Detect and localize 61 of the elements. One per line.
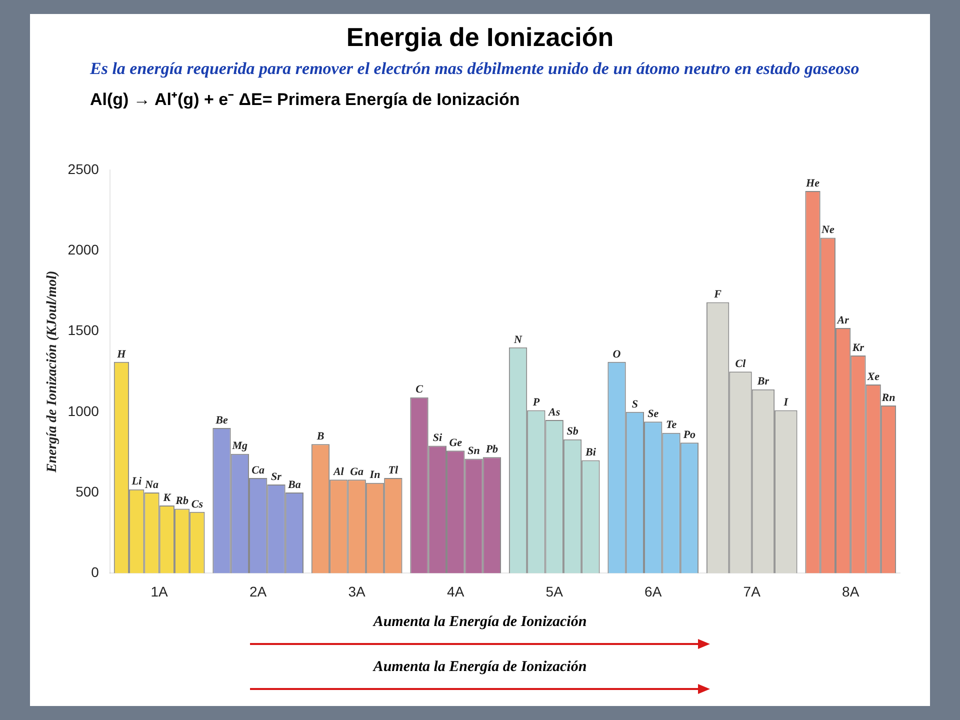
y-tick-label: 2500 (68, 160, 100, 177)
data-label: F (713, 288, 722, 301)
data-label: S (632, 398, 638, 410)
data-label: Bi (584, 446, 597, 459)
data-label: Li (130, 476, 142, 488)
data-label: Se (648, 408, 659, 420)
data-label: I (782, 396, 789, 409)
data-label: Tl (388, 464, 400, 476)
data-label: Na (144, 478, 159, 491)
x-tick-label: 8A (842, 583, 860, 600)
data-label: Cl (735, 358, 747, 370)
data-label: Xe (866, 370, 880, 383)
x-axis-title: Aumenta la Energía de Ionización (372, 614, 588, 631)
data-label: Ca (252, 464, 265, 476)
y-axis-title: Energía de Ionización (KJoul/mol) (45, 270, 60, 474)
x-tick-label: 3A (348, 583, 366, 600)
data-label: Rn (880, 392, 896, 404)
data-label: He (805, 177, 820, 190)
data-label: Ga (350, 466, 364, 478)
data-label: Mg (231, 440, 248, 452)
y-tick-label: 2000 (68, 242, 100, 258)
x-tick-label: 2A (250, 583, 268, 600)
y-tick-label: 500 (76, 483, 100, 500)
x-tick-label: 6A (644, 583, 662, 600)
data-label: Si (432, 432, 443, 444)
x-tick-label: 4A (447, 583, 465, 600)
data-label: Rb (174, 495, 189, 508)
data-label: Sb (566, 426, 579, 438)
data-label: Ne (820, 224, 834, 236)
data-label: Pb (486, 443, 499, 456)
data-label: Be (214, 414, 228, 426)
data-label: Cs (191, 498, 203, 510)
data-label: Te (666, 419, 677, 432)
data-label: N (513, 334, 524, 346)
chart-title: Energia de Ionización (345, 22, 615, 53)
data-label: Br (756, 376, 770, 388)
x-tick-label: 1A (150, 583, 169, 600)
data-label: P (532, 396, 540, 409)
data-label: Sr (271, 470, 282, 483)
data-label: C (416, 384, 424, 396)
data-label: Ge (449, 436, 462, 449)
y-tick-label: 1000 (68, 402, 100, 419)
chart-subtitle: Es la energía requerida para remover el electrón mas débilmente unido de un átomo neutro en estado gaseoso (90, 59, 860, 79)
y-tick-label: 1500 (68, 322, 100, 338)
text: Al(g) → Al⁺(g) + e⁻ ΔE= Primera Energía de Ionización (90, 89, 521, 110)
data-label: Al (332, 466, 345, 478)
data-label: Kr (851, 342, 865, 354)
data-label: Sn (468, 445, 480, 458)
x-tick-label: 5A (546, 583, 564, 600)
y-tick-label: 0 (91, 564, 100, 580)
data-label: B (316, 430, 324, 443)
data-label: In (368, 469, 380, 482)
data-label: O (612, 348, 621, 360)
data-label: H (116, 348, 126, 360)
data-label: Ar (836, 314, 850, 326)
data-label: Po (683, 428, 696, 441)
data-label: K (162, 492, 172, 504)
x-tick-label: 7A (743, 583, 762, 600)
text: Aumenta la Energía de Ionización (372, 659, 588, 676)
data-label: As (548, 406, 560, 418)
data-label: Ba (287, 478, 302, 491)
